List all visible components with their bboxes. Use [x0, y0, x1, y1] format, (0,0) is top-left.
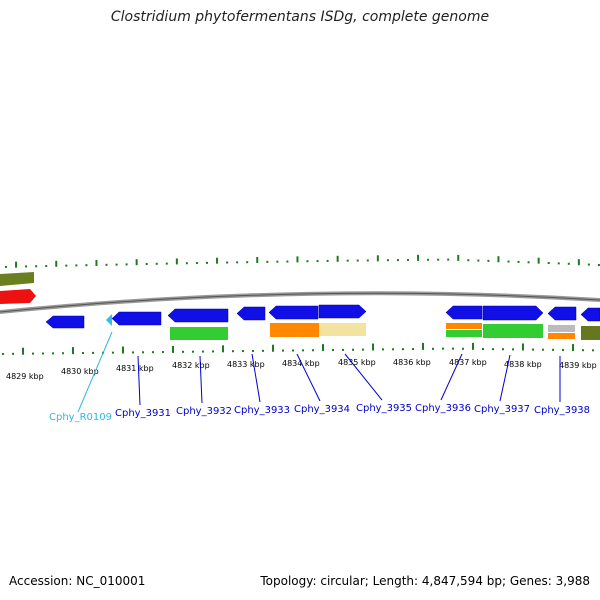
inner-tick-track — [2, 342, 594, 355]
gene-leader-line — [199, 355, 203, 404]
gene-arrow-cphy-3930[interactable] — [45, 315, 85, 329]
kbp-label: 4830 kbp — [61, 367, 99, 376]
gene-label-cphy-3934[interactable]: Cphy_3934 — [294, 404, 350, 415]
cog-block-cphy-3932[interactable] — [170, 327, 228, 340]
accession-text: Accession: NC_010001 — [9, 574, 146, 588]
cog-block-cphy-3936-b[interactable] — [446, 330, 482, 337]
cog-block-cphy-3939[interactable] — [581, 326, 600, 340]
outer-tick-track — [5, 254, 600, 268]
gene-arrow-cphy-3936[interactable] — [445, 305, 483, 320]
gene-label-cphy-r0109[interactable]: Cphy_R0109 — [49, 412, 112, 423]
gene-arrow-cphy-3932[interactable] — [167, 308, 229, 323]
gene-leader-line — [77, 331, 113, 413]
kbp-label: 4838 kbp — [504, 360, 542, 369]
gene-label-cphy-3932[interactable]: Cphy_3932 — [176, 406, 232, 417]
cog-red-arrow[interactable] — [0, 289, 36, 304]
gene-leader-line — [137, 355, 141, 406]
left-edge-features[interactable] — [0, 272, 36, 304]
gene-leader-line — [251, 353, 261, 403]
topology-text: Topology: circular; Length: 4,847,594 bp… — [260, 574, 590, 588]
cog-block-cphy-3938-b[interactable] — [548, 333, 575, 339]
gene-label-cphy-3935[interactable]: Cphy_3935 — [356, 403, 412, 414]
gene-arrow-cphy-3931[interactable] — [111, 311, 162, 326]
gene-arrow-cphy-3934[interactable] — [268, 305, 319, 320]
cog-block-cphy-3938-a[interactable] — [548, 325, 575, 332]
gene-arrow-cphy-3939[interactable] — [580, 307, 600, 322]
gene-track[interactable] — [45, 304, 600, 340]
genome-title: Clostridium phytofermentans ISDg, comple… — [110, 9, 490, 25]
kbp-label: 4833 kbp — [227, 360, 265, 369]
kbp-label: 4836 kbp — [393, 358, 431, 367]
gene-arrow-cphy-3938[interactable] — [547, 306, 577, 321]
gene-leader-line — [344, 353, 383, 401]
gene-label-cphy-3937[interactable]: Cphy_3937 — [474, 404, 530, 415]
gene-label-cphy-3936[interactable]: Cphy_3936 — [415, 403, 471, 414]
gene-label-track[interactable]: Cphy_R0109 Cphy_3931 Cphy_3932 Cphy_3933 Cph… — [49, 331, 590, 423]
rna-arrow-cphy-r0109[interactable] — [106, 314, 112, 326]
cog-block-cphy-3934[interactable] — [270, 323, 319, 337]
kbp-label: 4839 kbp — [559, 361, 597, 370]
gene-label-cphy-3938[interactable]: Cphy_3938 — [534, 405, 590, 416]
gene-leader-line — [499, 354, 511, 402]
kbp-label: 4829 kbp — [6, 372, 44, 381]
kbp-label-track: 4829 kbp 4830 kbp 4831 kbp 4832 kbp 4833 kbp… — [6, 358, 597, 381]
gene-leader-line — [296, 353, 321, 402]
kbp-label: 4831 kbp — [116, 364, 154, 373]
cog-olive-block[interactable] — [0, 272, 34, 286]
gene-leader-line — [440, 353, 463, 401]
cog-block-cphy-3936-a[interactable] — [446, 323, 482, 329]
gene-arrow-cphy-3933[interactable] — [236, 306, 266, 321]
gene-label-cphy-3931[interactable]: Cphy_3931 — [115, 408, 171, 419]
cog-block-cphy-3937[interactable] — [483, 324, 543, 338]
gene-label-cphy-3933[interactable]: Cphy_3933 — [234, 405, 290, 416]
kbp-label: 4837 kbp — [449, 358, 487, 367]
genome-backbone-inner — [0, 292, 600, 313]
kbp-label: 4834 kbp — [282, 359, 320, 368]
kbp-label: 4832 kbp — [172, 361, 210, 370]
gene-arrow-cphy-3937[interactable] — [482, 305, 544, 321]
cog-block-cphy-3935[interactable] — [319, 323, 366, 336]
gene-arrow-cphy-3935[interactable] — [318, 304, 367, 319]
kbp-label: 4835 kbp — [338, 358, 376, 367]
